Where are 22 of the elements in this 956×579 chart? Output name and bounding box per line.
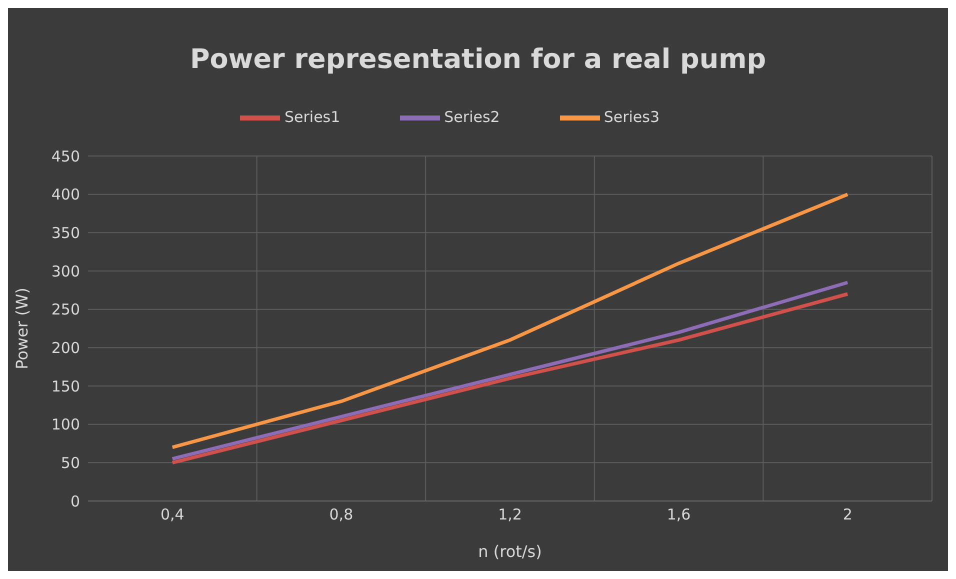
y-tick-label: 300 (51, 262, 80, 280)
x-tick-label: 2 (842, 506, 852, 524)
x-tick-label: 0,4 (160, 506, 184, 524)
x-tick-label: 1,2 (498, 506, 522, 524)
y-tick-label: 0 (70, 492, 80, 510)
y-tick-label: 50 (60, 454, 80, 472)
y-tick-label: 400 (51, 186, 80, 204)
chart-title: Power representation for a real pump (188, 43, 768, 77)
y-tick-label: 150 (51, 377, 80, 396)
y-tick-label: 450 (51, 147, 80, 166)
x-axis-title: n (rot/s) (478, 542, 542, 561)
y-tick-label: 200 (51, 338, 80, 357)
legend-label: Series1 (284, 108, 340, 126)
x-tick-label: 1,6 (666, 506, 691, 524)
y-axis-title: Power (W) (12, 288, 32, 370)
line-series (170, 192, 850, 450)
y-tick-label: 350 (51, 224, 80, 242)
x-tick-label: 0,8 (329, 506, 354, 524)
legend-label: Series3 (604, 108, 660, 126)
y-tick-label: 250 (51, 300, 80, 319)
y-tick-label: 100 (51, 416, 80, 434)
legend-label: Series2 (444, 108, 500, 126)
